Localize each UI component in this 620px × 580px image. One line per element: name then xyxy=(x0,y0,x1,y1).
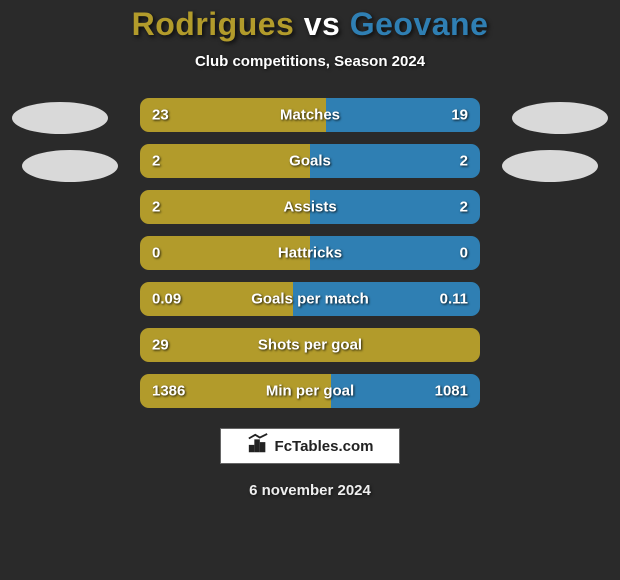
stat-right-value: 0 xyxy=(460,245,468,262)
page-title: Rodrigues vs Geovane xyxy=(132,6,489,43)
stat-label: Matches xyxy=(280,107,340,124)
player1-name: Rodrigues xyxy=(132,6,295,42)
stat-left-value: 2 xyxy=(152,199,160,216)
stat-right-value: 19 xyxy=(451,107,468,124)
stat-label: Hattricks xyxy=(278,245,342,262)
stats-chart: 23 19 Matches 2 2 Goals 2 2 Assists 0 0 Hattricks 0.… xyxy=(0,98,620,408)
stat-left-value: 23 xyxy=(152,107,169,124)
decor-ellipse xyxy=(22,150,118,182)
stat-left-value: 0 xyxy=(152,245,160,262)
stat-fill-left xyxy=(140,144,310,178)
stat-right-value: 0.11 xyxy=(440,291,468,308)
decor-ellipse xyxy=(512,102,608,134)
footer-date: 6 november 2024 xyxy=(249,482,371,499)
player2-name: Geovane xyxy=(350,6,489,42)
subtitle: Club competitions, Season 2024 xyxy=(195,53,425,70)
chart-icon xyxy=(247,433,269,460)
branding-badge: FcTables.com xyxy=(220,428,400,464)
decor-ellipse xyxy=(502,150,598,182)
stat-label: Goals xyxy=(289,153,331,170)
stat-label: Shots per goal xyxy=(258,337,362,354)
stat-left-value: 1386 xyxy=(152,383,185,400)
stat-left-value: 0.09 xyxy=(152,291,181,308)
stat-right-value: 2 xyxy=(460,199,468,216)
vs-label: vs xyxy=(304,6,341,42)
stat-row: 2 2 Goals xyxy=(140,144,480,178)
stat-row: 29 Shots per goal xyxy=(140,328,480,362)
stat-left-value: 2 xyxy=(152,153,160,170)
stat-label: Assists xyxy=(283,199,336,216)
branding-text: FcTables.com xyxy=(275,438,374,455)
stat-right-value: 1081 xyxy=(435,383,468,400)
comparison-card: Rodrigues vs Geovane Club competitions, … xyxy=(0,0,620,580)
stat-label: Min per goal xyxy=(266,383,354,400)
stat-row: 0.09 0.11 Goals per match xyxy=(140,282,480,316)
decor-ellipse xyxy=(12,102,108,134)
stat-left-value: 29 xyxy=(152,337,169,354)
stat-fill-right xyxy=(310,144,480,178)
stat-row: 23 19 Matches xyxy=(140,98,480,132)
stat-row: 1386 1081 Min per goal xyxy=(140,374,480,408)
stat-label: Goals per match xyxy=(251,291,369,308)
stat-right-value: 2 xyxy=(460,153,468,170)
stat-row: 2 2 Assists xyxy=(140,190,480,224)
stat-row: 0 0 Hattricks xyxy=(140,236,480,270)
